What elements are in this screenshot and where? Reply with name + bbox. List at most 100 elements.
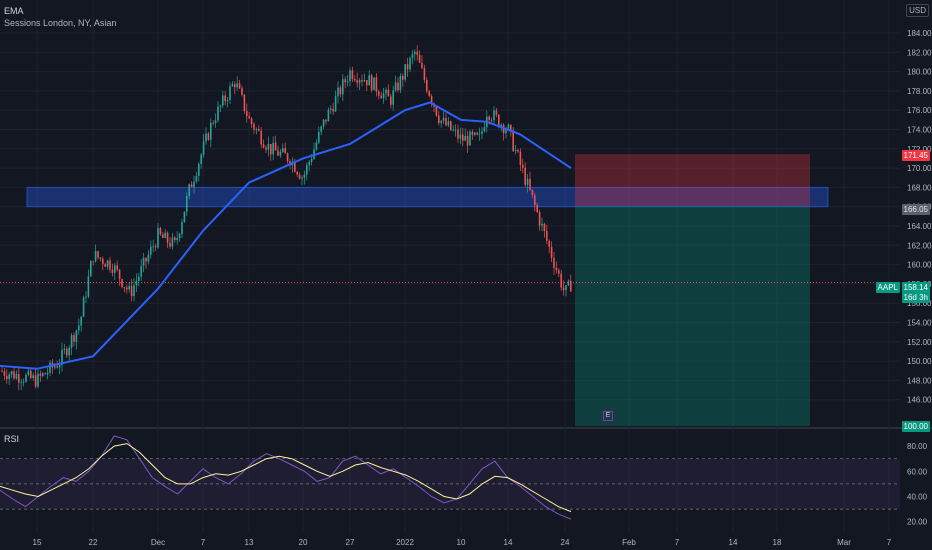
candle-body [358,80,361,83]
time-tick-label: 10 [457,538,466,547]
time-tick-label: 2022 [396,538,414,547]
candle-body [282,148,284,152]
candle-body [565,285,567,290]
time-tick-label: 27 [346,538,355,547]
candle-body [171,237,174,247]
candle-body [236,83,238,88]
candle-body [118,269,121,279]
candle-body [75,330,78,342]
candle-body [241,88,243,95]
candle-body [356,80,358,83]
candle-body [106,260,109,267]
candle-body [164,232,166,238]
candle-body [390,96,392,105]
candle-body [231,84,234,87]
candle-body [181,222,183,234]
candle-body [152,246,154,248]
rsi-legend[interactable]: RSI [4,434,20,444]
candle-body [267,143,270,150]
candle-body [121,278,123,288]
candle-body [128,285,130,290]
countdown-label: 16d 3h [901,292,930,303]
candle-body [174,237,176,241]
candle-body [15,374,18,379]
candle-body [73,335,75,342]
position-flag[interactable]: E [603,411,613,421]
candle-body [44,373,46,375]
candle-body [375,77,378,92]
candle-body [85,296,87,298]
time-tick-label: 7 [887,538,892,547]
rsi-tick-label: 40.00 [907,493,928,502]
candle-body [344,79,346,83]
candle-body [248,116,250,119]
candle-body [332,108,334,112]
price-tick-label: 146.00 [907,396,932,405]
candle-body [92,261,94,263]
candle-body [346,81,349,83]
candle-body [363,80,366,82]
candle-body [37,373,39,387]
candle-body [66,348,68,356]
candle-body [459,134,462,139]
candle-body [111,269,114,273]
candle-body [337,87,339,97]
candle-body [277,150,279,156]
candle-body [3,371,6,376]
candle-body [82,297,85,317]
candle-body [541,223,543,226]
candle-body [454,129,457,131]
candle-body [500,124,502,127]
candle-body [13,371,15,379]
candle-body [438,115,440,124]
sessions-legend[interactable]: Sessions London, NY, Asian [4,18,117,28]
candle-body [243,94,246,112]
candle-body [394,82,397,91]
candle-body [531,189,534,196]
rsi-ma-line [0,443,572,513]
candle-body [466,135,469,146]
candle-body [212,122,214,124]
candle-body [414,51,416,55]
price-tick-label: 164.00 [907,222,932,231]
candle-body [219,105,222,107]
candle-body [133,285,135,297]
candle-body [411,54,414,58]
take-profit-zone [575,206,810,426]
candle-body [397,82,399,91]
candle-body [452,129,454,131]
candle-body [548,240,550,247]
candle-body [94,251,97,262]
candle-body [447,121,450,126]
currency-button[interactable]: USD [906,4,929,17]
candle-body [421,62,423,69]
candle-body [464,135,466,141]
candle-body [222,95,224,106]
candle-body [279,151,282,156]
candle-body [1,370,3,372]
candle-body [490,119,493,121]
candle-body [138,276,140,281]
candle-body [567,280,570,286]
candle-body [18,374,20,383]
candle-body [104,264,106,267]
last-price-label: 158.14 [901,282,930,293]
candle-body [442,117,445,121]
rsi-line [0,435,572,520]
candle-body [522,164,524,168]
candle-body [529,178,531,190]
candle-body [298,174,301,179]
candle-body [550,246,553,258]
price-tick-label: 156.00 [907,299,932,308]
candle-body [349,70,351,82]
candle-body [123,287,126,288]
ema-legend[interactable]: EMA [4,6,24,16]
candle-body [186,196,188,212]
candle-body [303,174,306,178]
candlesticks [1,45,572,391]
candle-body [543,223,546,231]
candle-body [370,75,373,91]
time-tick-label: Dec [151,538,165,547]
candle-body [510,124,512,131]
